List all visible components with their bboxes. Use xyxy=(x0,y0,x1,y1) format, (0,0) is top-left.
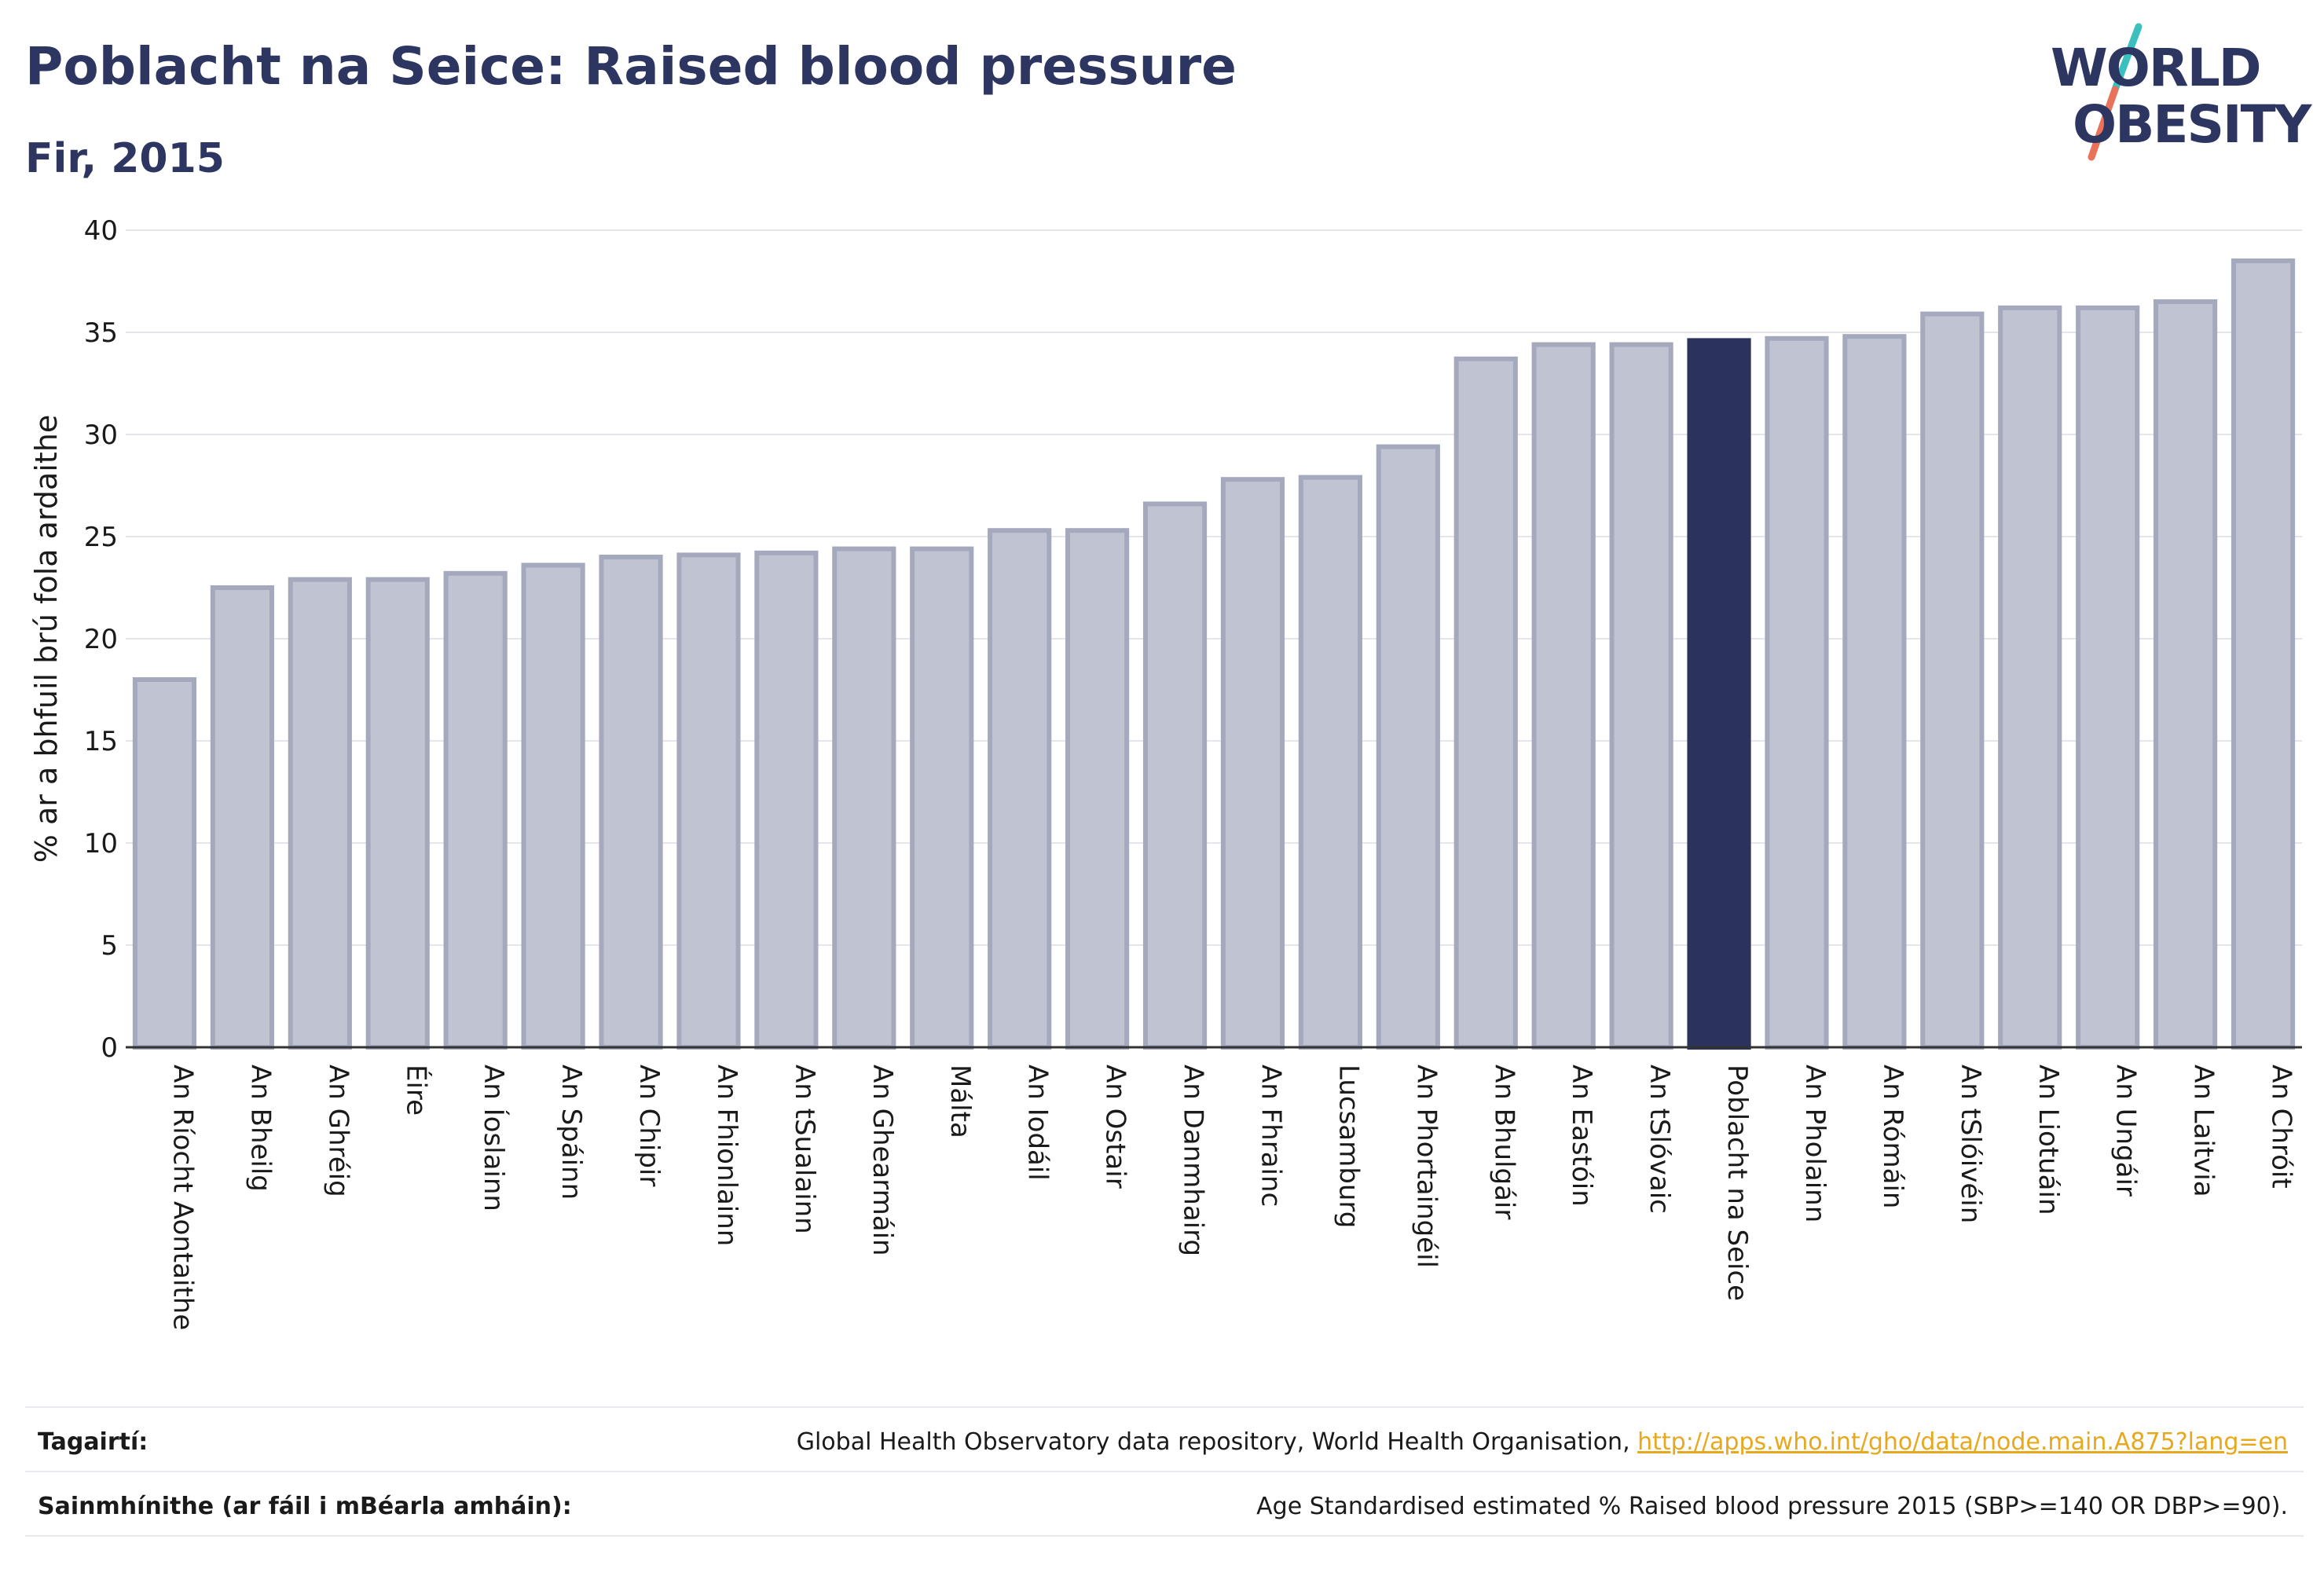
x-tick-label: An tSlóvaic xyxy=(1644,1065,1675,1214)
bar xyxy=(1998,305,2062,1050)
x-tick-label: An Chipir xyxy=(633,1065,665,1186)
bar xyxy=(2231,258,2296,1050)
x-tick-label: An Ostair xyxy=(1100,1065,1131,1189)
logo-slash-icon xyxy=(2088,23,2143,161)
x-tick-label: An Fhionlainn xyxy=(711,1065,742,1246)
bar xyxy=(1842,334,1907,1050)
x-tick-label: An Ríocht Aontaithe xyxy=(167,1065,198,1330)
x-tick-label: An Chróit xyxy=(2266,1065,2297,1189)
x-tick-label: An Spáinn xyxy=(555,1065,587,1200)
references-label: Tagairtí: xyxy=(38,1428,148,1456)
bar xyxy=(2154,299,2218,1050)
x-tick-label: An tSualainn xyxy=(789,1065,820,1234)
bar xyxy=(521,563,585,1050)
logo-text-obesity: OBESITY xyxy=(2073,94,2311,155)
chart-title: Poblacht na Seice: Raised blood pressure xyxy=(25,36,1237,97)
definitions-label: Sainmhínithe (ar fáil i mBéarla amháin): xyxy=(38,1493,572,1520)
bar xyxy=(1142,501,1208,1050)
references-value: Global Health Observatory data repositor… xyxy=(797,1428,2288,1456)
bar-highlighted xyxy=(1687,338,1751,1050)
y-tick-label: 0 xyxy=(101,1032,118,1064)
x-tick-label: Lucsamburg xyxy=(1332,1065,1364,1228)
bar xyxy=(910,546,974,1050)
y-tick-label: 25 xyxy=(84,522,118,553)
x-tick-label: Éire xyxy=(400,1065,432,1116)
footer-references-row: Tagairtí: Global Health Observatory data… xyxy=(25,1406,2304,1471)
bars xyxy=(132,258,2296,1050)
bar xyxy=(676,552,741,1050)
bar xyxy=(288,577,352,1050)
y-tick-label: 40 xyxy=(84,215,118,247)
x-axis-ticks: An Ríocht Aontaithe An Bheilg An Ghréig Éir… xyxy=(167,1065,2297,1330)
chart-subtitle: Fir, 2015 xyxy=(25,135,225,182)
y-tick-label: 20 xyxy=(84,624,118,655)
x-tick-label: An Liotuáin xyxy=(2033,1065,2064,1215)
bar xyxy=(2076,305,2140,1050)
bar xyxy=(1531,342,1596,1050)
bar xyxy=(443,570,508,1050)
definitions-value: Age Standardised estimated % Raised bloo… xyxy=(1256,1493,2288,1520)
x-tick-label: An Danmhairg xyxy=(1178,1065,1209,1256)
bar-chart: 0 5 10 15 20 25 30 35 40 An Ríocht Aontaithe An B… xyxy=(29,215,2302,1330)
y-tick-label: 15 xyxy=(84,726,118,757)
x-tick-label: An Eastóin xyxy=(1566,1065,1597,1207)
x-tick-label: Poblacht na Seice xyxy=(1721,1065,1753,1301)
bar xyxy=(988,528,1052,1050)
bar xyxy=(1376,444,1440,1050)
world-obesity-logo: WORLD OBESITY xyxy=(2051,22,2311,163)
bar xyxy=(832,546,896,1050)
y-tick-label: 35 xyxy=(84,317,118,349)
x-tick-label: An Iodáil xyxy=(1022,1065,1054,1181)
x-tick-label: An Ghearmáin xyxy=(867,1065,898,1256)
x-tick-label: An Íoslainn xyxy=(478,1065,510,1211)
bar xyxy=(132,677,197,1050)
y-tick-label: 5 xyxy=(101,930,118,962)
x-tick-label: An Bheilg xyxy=(244,1065,276,1192)
bar xyxy=(1920,311,1985,1050)
y-axis-ticks: 0 5 10 15 20 25 30 35 40 xyxy=(84,215,118,1064)
x-tick-label: Málta xyxy=(944,1065,976,1138)
bar xyxy=(365,577,430,1050)
x-tick-label: An Laitvia xyxy=(2188,1065,2220,1197)
x-tick-label: An Bhulgáir xyxy=(1488,1065,1519,1219)
x-tick-label: An Fhrainc xyxy=(1255,1065,1286,1207)
bar xyxy=(599,555,663,1050)
bar xyxy=(1298,475,1362,1050)
bar xyxy=(1609,342,1673,1050)
bar xyxy=(754,550,819,1050)
references-link[interactable]: http://apps.who.int/gho/data/node.main.A… xyxy=(1637,1428,2288,1456)
bar xyxy=(1765,335,1829,1050)
y-tick-label: 30 xyxy=(84,420,118,451)
x-tick-label: An Ghréig xyxy=(322,1065,354,1197)
bar xyxy=(1065,528,1130,1050)
bar xyxy=(1453,356,1518,1050)
footer-definitions-row: Sainmhínithe (ar fáil i mBéarla amháin):… xyxy=(25,1471,2304,1535)
footer-bottom-rule xyxy=(25,1535,2304,1537)
x-tick-label: An Rómáin xyxy=(1877,1065,1908,1208)
x-tick-label: An Pholainn xyxy=(1799,1065,1831,1222)
x-tick-label: An Ungáir xyxy=(2110,1065,2142,1197)
x-tick-label: An tSlóivéin xyxy=(1955,1065,1986,1223)
x-tick-label: An Phortaingéil xyxy=(1410,1065,1442,1268)
y-axis-label: % ar a bhfuil brú fola ardaithe xyxy=(29,415,64,863)
y-tick-label: 10 xyxy=(84,828,118,859)
references-text: Global Health Observatory data repositor… xyxy=(796,1428,1638,1456)
bar xyxy=(210,585,274,1050)
bar xyxy=(1220,477,1285,1050)
logo-text-world: WORLD xyxy=(2051,38,2262,98)
